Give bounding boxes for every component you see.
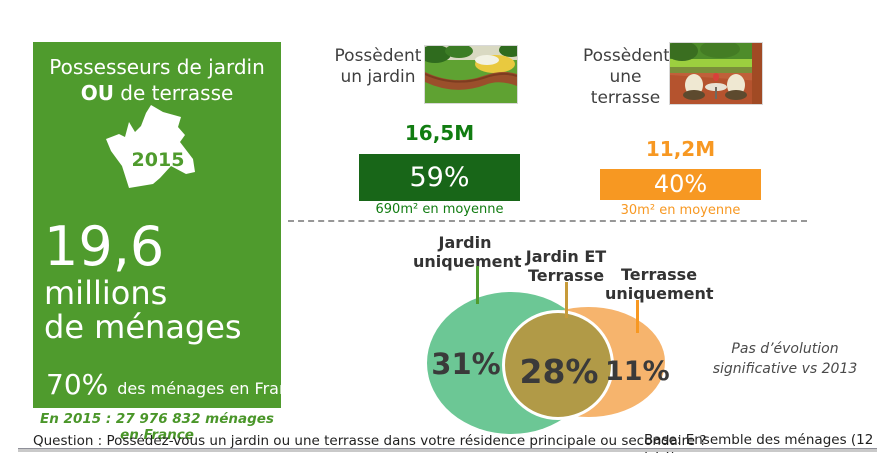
households-big-number: 19,6 [44,215,165,278]
households-line2: millions [44,274,168,312]
venn-terrace-connector-line [636,300,639,333]
households-line3: de ménages [44,308,242,346]
garden-section-label: Possèdent un jardin [333,46,423,88]
garden-label-line2: un jardin [340,67,416,87]
venn-both-connector-line [565,282,568,318]
venn-terrace-only-label-l1: Terrasse [620,265,698,284]
france-map-icon [105,104,205,212]
venn-terrace-only-label: Terrasse uniquement [605,265,714,303]
venn-both-value: 28% [519,352,599,391]
venn-both-label-l2: Terrasse [527,266,605,285]
terrace-label-line2: une terrasse [590,67,661,108]
left-summary-panel [33,42,281,408]
panel-title-line1: Possesseurs de jardin [49,55,265,79]
terrace-percent-bar: 40% [600,169,761,200]
households-percentage-row: 70% des ménages en France [46,368,308,401]
footer-divider [18,448,877,452]
panel-title-line2-rest: de terrasse [113,81,234,105]
terrace-photo [666,40,763,105]
venn-terrace-only-value: 11% [605,356,670,387]
panel-title-ou: OU [80,81,114,105]
venn-garden-only-label-l1: Jardin [438,233,492,252]
venn-garden-only-value: 31% [431,347,501,381]
venn-both-label-l1: Jardin ET [525,247,607,266]
map-year-label: 2015 [131,149,185,171]
households-percentage-label: des ménages en France [117,379,308,398]
venn-garden-only-label-l2: uniquement [413,252,522,271]
terrace-photo-art [666,40,762,104]
terrace-count: 11,2M [645,137,716,161]
garden-average-area: 690m² en moyenne [375,202,504,217]
evolution-note: Pas d’évolution significative vs 2013 [710,339,860,379]
evolution-note-l2: significative vs 2013 [712,361,858,377]
venn-overlap-ellipse [502,310,614,420]
panel-footnote: En 2015 : 27 976 832 ménages en France [40,411,274,443]
terrace-average-area: 30m² en moyenne [620,203,741,218]
venn-both-label: Jardin ET Terrasse [516,247,616,285]
garden-label-line1: Possèdent [334,46,422,66]
france-map-shape [106,105,195,188]
survey-question: Question : Possédez-vous un jardin ou un… [33,433,707,449]
garden-count: 16,5M [404,121,475,145]
households-percentage: 70% [46,368,109,401]
terrace-label-line1: Possèdent [583,46,670,66]
panel-title: Possesseurs de jardin OU de terrasse [33,54,281,106]
terrace-section-label: Possèdent une terrasse [583,46,670,109]
venn-garden-only-label: Jardin uniquement [413,233,522,271]
garden-percent-bar: 59% [359,154,520,201]
venn-garden-connector-line [476,266,479,304]
dashed-separator [288,220,807,222]
garden-photo-art [419,43,523,103]
venn-terrace-only-label-l2: uniquement [605,284,714,303]
garden-photo [419,43,523,104]
evolution-note-l1: Pas d’évolution [731,341,839,357]
